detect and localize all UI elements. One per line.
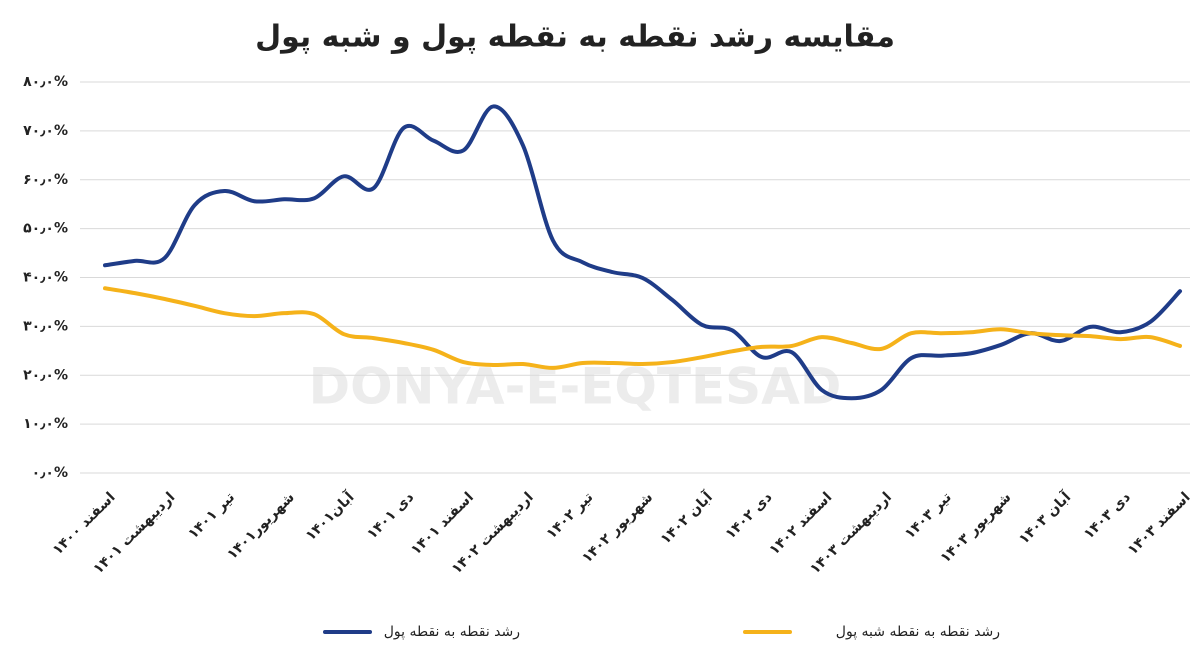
x-tick-label: آبان ۱۴۰۲ bbox=[656, 487, 716, 547]
series-line bbox=[103, 286, 1182, 370]
legend-label: رشد نقطه به نقطه پول bbox=[384, 624, 520, 640]
x-tick-label: تیر ۱۴۰۲ bbox=[544, 489, 597, 542]
y-tick-label: ۱۰٫۰% bbox=[23, 416, 68, 432]
y-tick-label: ۸۰٫۰% bbox=[23, 74, 68, 90]
y-tick-label: ۲۰٫۰% bbox=[23, 367, 68, 383]
y-tick-label: ۴۰٫۰% bbox=[23, 270, 68, 286]
y-tick-label: ۷۰٫۰% bbox=[23, 123, 68, 139]
chart-title: مقایسه رشد نقطه به نقطه پول و شبه پول bbox=[255, 20, 895, 55]
y-tick-label: ۰٫۰% bbox=[32, 465, 68, 481]
watermark: DONYA-E-EQTESAD bbox=[309, 358, 842, 416]
x-tick-label: دی ۱۴۰۳ bbox=[1081, 489, 1134, 542]
x-tick-label: اسفند ۱۴۰۳ bbox=[1125, 489, 1194, 558]
y-tick-label: ۶۰٫۰% bbox=[23, 172, 68, 188]
series-line bbox=[103, 104, 1182, 401]
x-tick-label: دی ۱۴۰۱ bbox=[364, 489, 417, 542]
legend-label: رشد نقطه به نقطه شبه پول bbox=[836, 624, 1000, 640]
y-tick-label: ۳۰٫۰% bbox=[23, 318, 68, 334]
x-tick-label: تیر ۱۴۰۳ bbox=[902, 489, 955, 542]
x-tick-label: دی ۱۴۰۲ bbox=[723, 489, 776, 542]
x-tick-label: آبان ۱۴۰۳ bbox=[1015, 487, 1075, 547]
y-tick-label: ۵۰٫۰% bbox=[23, 221, 68, 237]
x-tick-label: آبان۱۴۰۱ bbox=[301, 487, 358, 544]
x-tick-label: تیر ۱۴۰۱ bbox=[185, 489, 238, 542]
